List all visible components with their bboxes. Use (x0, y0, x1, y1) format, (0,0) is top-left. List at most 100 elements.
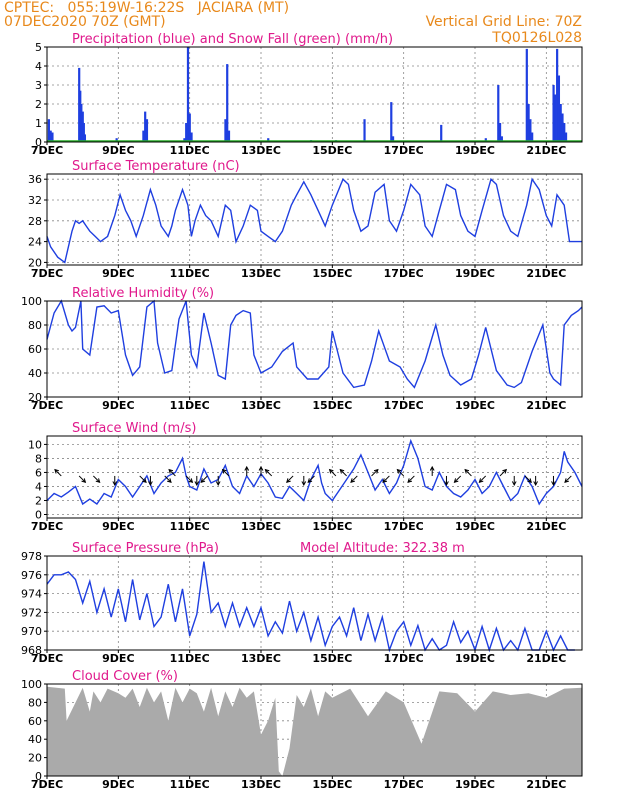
rh-date-label: 7DEC (31, 399, 63, 412)
psfc-frame (46, 555, 583, 651)
cloud-date-label: 15DEC (312, 778, 352, 791)
temp-ytick-label: 28 (28, 215, 42, 228)
wind-date-label: 19DEC (455, 520, 495, 533)
cloud-date-label: 21DEC (526, 778, 566, 791)
rh-series-line (46, 299, 583, 389)
wind-vector-head (453, 478, 459, 483)
temp-date-label: 9DEC (102, 267, 134, 280)
psfc-annotation: Model Altitude: 322.38 m (300, 541, 465, 556)
wind-vector-head (444, 481, 449, 486)
precip-date-label: 17DEC (384, 144, 424, 157)
wind-date-label: 11DEC (170, 520, 210, 533)
header-vertical-grid: Vertical Grid Line: 70Z (425, 14, 582, 30)
wind-vector-head (54, 468, 59, 474)
wind-vector-arrow (307, 475, 315, 483)
psfc-date-label: 17DEC (384, 652, 424, 665)
wind-vector-arrow (397, 469, 405, 477)
precip-bar (556, 48, 559, 142)
wind-ytick-label: 6 (35, 466, 42, 479)
wind-vector-head (215, 481, 221, 486)
psfc-ytick-label: 972 (21, 606, 42, 619)
precip-bar (227, 130, 231, 142)
precip-bar (554, 94, 557, 142)
precip-ytick-label: 3 (35, 79, 42, 92)
psfc-date-label: 13DEC (241, 652, 281, 665)
wind-vector-head (301, 481, 307, 486)
wind-series-line (46, 438, 583, 506)
wind-vector-arrow (564, 475, 572, 483)
wind-vector-arrow (139, 475, 147, 483)
wind-frame (46, 435, 583, 519)
precip-bar (142, 130, 145, 142)
psfc-date-label: 19DEC (455, 652, 495, 665)
temp-date-label: 17DEC (384, 267, 424, 280)
wind-vector-arrow (93, 475, 101, 483)
precip-date-label: 19DEC (455, 144, 495, 157)
temp-ytick-label: 20 (28, 256, 42, 269)
cloud-cover-area (47, 686, 582, 776)
wind-date-label: 15DEC (312, 520, 352, 533)
precip-date-label: 21DEC (526, 144, 566, 157)
temp-date-label: 15DEC (312, 267, 352, 280)
wind-vector-head (373, 468, 379, 474)
wind-date-label: 21DEC (526, 520, 566, 533)
precip-title: Precipitation (blue) and Snow Fall (gree… (72, 32, 393, 47)
wind-vector-head (168, 468, 174, 474)
wind-vector-head (502, 468, 508, 474)
wind-vector-head (307, 478, 313, 483)
precip-date-label: 13DEC (241, 144, 281, 157)
psfc-ytick-label: 974 (21, 588, 42, 601)
cloud-date-label: 19DEC (455, 778, 495, 791)
precip-bar (390, 102, 393, 142)
cloud-date-label: 11DEC (170, 778, 210, 791)
wind-vector-arrow (185, 475, 193, 483)
psfc-ytick-label: 978 (21, 550, 42, 563)
wind-vector-arrow (164, 475, 172, 483)
header-location: CPTEC: 055:19W-16:22S JACIARA (MT) (4, 0, 290, 16)
temp-date-label: 11DEC (170, 267, 210, 280)
precip-bar (525, 48, 528, 142)
wind-vector-head (429, 465, 435, 471)
precip-bar (186, 47, 190, 142)
temp-title: Surface Temperature (nC) (72, 159, 240, 174)
rh-date-label: 19DEC (455, 399, 495, 412)
precip-bar (561, 113, 564, 142)
wind-vector-head (148, 481, 153, 486)
precip-bar (49, 130, 52, 142)
wind-vector-head (396, 468, 402, 474)
rh-frame (46, 300, 583, 398)
psfc-series-line (46, 561, 575, 653)
temp-date-label: 21DEC (526, 267, 566, 280)
precip-bar (183, 138, 186, 142)
precip-bar (47, 119, 50, 142)
precip-date-label: 9DEC (102, 144, 134, 157)
precip-ytick-label: 5 (35, 41, 42, 54)
precip-bar (484, 138, 487, 142)
wind-vector-head (194, 481, 200, 486)
wind-date-label: 17DEC (384, 520, 424, 533)
wind-vector-head (286, 478, 291, 483)
psfc-date-label: 7DEC (31, 652, 63, 665)
wind-ytick-label: 4 (35, 480, 42, 493)
wind-vector-head (382, 478, 388, 483)
precip-bar (188, 113, 191, 142)
precip-bar (559, 104, 562, 142)
wind-vector-head (464, 468, 470, 474)
temp-date-label: 19DEC (455, 267, 495, 280)
wind-vector-arrow (222, 469, 230, 477)
cloud-date-label: 7DEC (31, 778, 63, 791)
wind-vector-head (112, 481, 118, 486)
wind-date-label: 13DEC (241, 520, 281, 533)
precip-bar (83, 134, 87, 142)
wind-vector-arrow (78, 475, 86, 483)
wind-vector-arrow (286, 475, 294, 483)
wind-ytick-label: 0 (35, 508, 42, 521)
precip-bar (185, 123, 188, 142)
rh-ytick-label: 20 (28, 391, 42, 404)
precip-bar (529, 119, 532, 142)
rh-ytick-label: 40 (28, 367, 42, 380)
wind-vector-head (511, 481, 517, 486)
precip-bar (500, 136, 503, 142)
precip-bar (224, 119, 227, 142)
